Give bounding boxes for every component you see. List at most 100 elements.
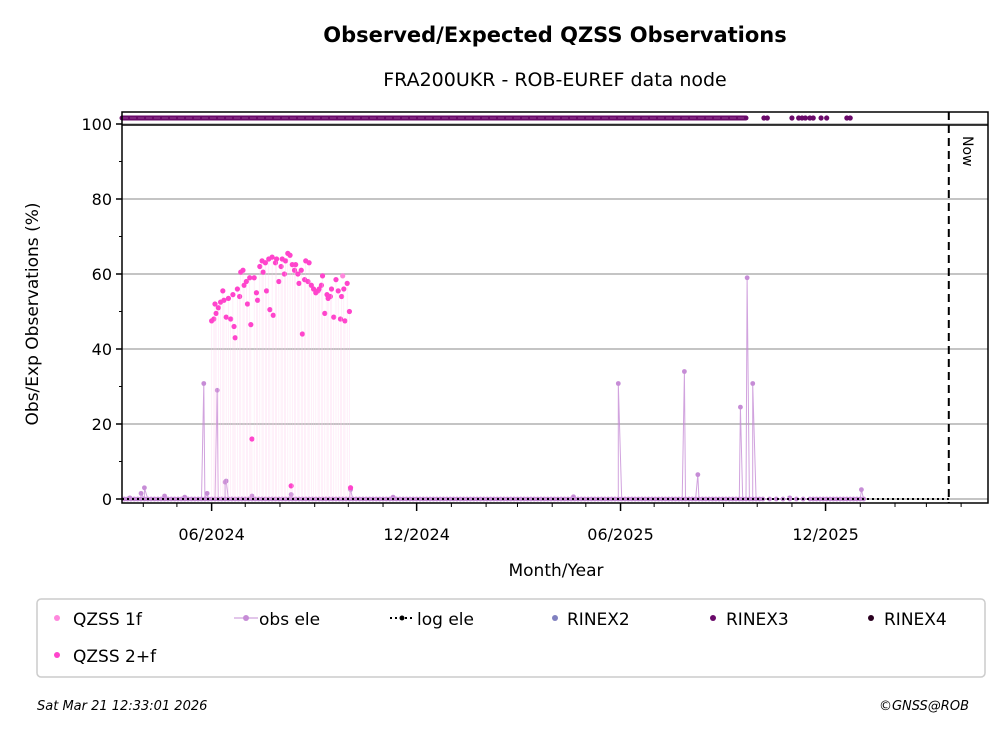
- obs-ele-point: [814, 496, 819, 502]
- y-tick-label: 60: [92, 265, 112, 284]
- qzss-2f-point: [331, 314, 337, 320]
- legend-marker-rinex4: [868, 615, 874, 621]
- legend-entry-rinex2: RINEX2: [552, 610, 630, 630]
- obs-ele-point: [552, 496, 557, 502]
- obs-ele-point: [172, 496, 178, 502]
- obs-ele-point: [397, 496, 403, 502]
- obs-ele-point: [743, 496, 749, 502]
- qzss-2f-point: [243, 278, 249, 285]
- obs-ele-point: [844, 496, 850, 502]
- obs-ele-point: [807, 496, 813, 502]
- obs-ele-point: [767, 496, 772, 502]
- qzss-2f-point: [237, 293, 243, 300]
- qzss-2f-point: [341, 286, 347, 292]
- legend-entry-qzss-2f: QZSS 2+f: [54, 647, 157, 667]
- legend-marker-rinex3: [710, 615, 716, 621]
- qzss-2f-point: [263, 288, 270, 294]
- qzss-2f-point: [344, 280, 350, 286]
- obs-ele-point: [142, 485, 147, 491]
- obs-ele-point: [478, 496, 483, 502]
- qzss-2f-point: [318, 282, 325, 288]
- obs-ele-point: [639, 496, 645, 502]
- obs-ele-point: [417, 496, 423, 502]
- obs-ele-point: [723, 496, 729, 502]
- qzss-2f-point: [211, 316, 217, 322]
- rinex3-point: [789, 115, 795, 121]
- obs-ele-point: [444, 496, 450, 502]
- obs-ele-point: [548, 496, 554, 502]
- rinex3-point: [818, 115, 824, 121]
- obs-ele-point: [662, 496, 668, 502]
- obs-ele-point: [859, 487, 864, 493]
- obs-ele-point: [733, 496, 739, 502]
- obs-ele-point: [394, 496, 399, 502]
- obs-ele-point: [434, 496, 440, 502]
- legend-label-rinex4: RINEX4: [884, 610, 947, 630]
- obs-ele-point: [681, 369, 687, 374]
- qzss-2f-point: [295, 271, 301, 277]
- obs-ele-point: [817, 496, 823, 502]
- chart-subtitle: FRA200UKR - ROB-EUREF data node: [383, 69, 727, 91]
- obs-ele-point: [794, 496, 799, 502]
- legend-entry-obs-ele: obs ele: [234, 610, 320, 630]
- qzss-2f-point: [215, 305, 221, 311]
- qzss-2f-point: [296, 280, 302, 286]
- obs-ele-point: [572, 496, 578, 502]
- obs-ele-point: [837, 496, 843, 502]
- qzss-2f-point: [270, 312, 276, 318]
- qzss-2f-point: [262, 260, 268, 266]
- obs-ele-point: [148, 496, 154, 502]
- legend-label-rinex3: RINEX3: [726, 610, 789, 630]
- obs-ele-point: [158, 496, 164, 502]
- obs-ele-point: [142, 496, 147, 502]
- obs-ele-point: [612, 496, 618, 502]
- qzss-2f-point: [249, 436, 255, 442]
- qzss-2f-point: [269, 254, 275, 260]
- qzss-2f-point: [220, 288, 226, 294]
- qzss-2f-point: [327, 293, 333, 300]
- qzss-2f-point: [223, 314, 229, 320]
- obs-ele-point: [615, 381, 621, 386]
- obs-ele-point: [404, 496, 409, 502]
- obs-ele-point: [592, 496, 598, 502]
- legend-marker-obs-ele: [243, 615, 249, 621]
- y-tick-label: 40: [92, 340, 112, 359]
- qzss-2f-point: [281, 271, 288, 277]
- obs-ele-point: [652, 496, 658, 502]
- qzss-2f-point: [298, 267, 304, 273]
- rinex3-availability-strip: [119, 115, 853, 121]
- x-axis: 06/2024 12/2024 06/2025 12/2025: [142, 503, 962, 544]
- obs-ele-point: [744, 275, 750, 281]
- obs-ele-point: [854, 496, 860, 502]
- qzss-2f-point: [342, 318, 348, 324]
- obs-ele-series: [121, 275, 867, 502]
- obs-ele-point: [414, 496, 420, 502]
- obs-ele-point: [373, 496, 379, 502]
- qzss-2f-point: [231, 323, 237, 330]
- footer-credit: ©GNSS@ROB: [879, 699, 969, 714]
- qzss-2f-series: [209, 250, 354, 499]
- legend-label-obs-ele: obs ele: [259, 610, 320, 630]
- y-tick-label: 100: [81, 115, 112, 134]
- rinex3-point: [764, 115, 770, 121]
- obs-ele-point: [578, 496, 584, 502]
- obs-ele-point: [424, 496, 430, 502]
- obs-ele-point: [353, 496, 359, 502]
- qzss-2f-point: [254, 297, 261, 303]
- obs-ele-point: [629, 496, 635, 502]
- obs-ele-point: [589, 496, 594, 502]
- x-tick-label: 12/2025: [792, 525, 858, 544]
- legend-entry-rinex4: RINEX4: [868, 610, 947, 630]
- qzss-2f-point: [212, 301, 218, 307]
- obs-ele-point: [457, 496, 463, 502]
- chart-title: Observed/Expected QZSS Observations: [323, 23, 787, 47]
- obs-ele-point: [531, 496, 537, 502]
- obs-ele-point: [757, 496, 762, 502]
- qzss-2f-point: [306, 260, 312, 266]
- obs-ele-point: [673, 496, 678, 502]
- obs-ele-point: [138, 496, 144, 502]
- qzss-2f-point: [293, 262, 299, 268]
- legend-marker-log-ele: [399, 615, 405, 621]
- y-tick-label: 0: [102, 490, 112, 509]
